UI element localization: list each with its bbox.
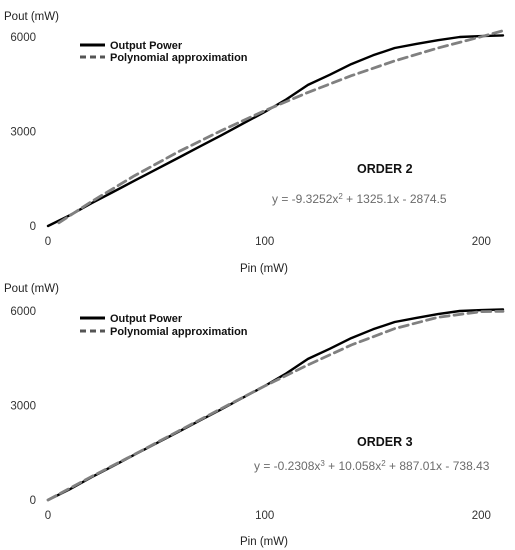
x-tick-label: 0 bbox=[45, 510, 51, 522]
y-tick-label: 6000 bbox=[10, 32, 36, 44]
order-title: ORDER 2 bbox=[357, 162, 413, 176]
y-tick-label: 6000 bbox=[10, 306, 36, 318]
regression-equation: y = -0.2308x3 + 10.058x2 + 887.01x - 738… bbox=[254, 459, 490, 474]
legend-label-polynomial: Polynomial approximation bbox=[110, 52, 248, 64]
series-line-polynomial-approximation bbox=[57, 29, 505, 225]
chart-panel-order-3: Pout (mW) Pin (mW) ORDER 3 y = -0.2308x3… bbox=[4, 283, 505, 548]
legend: Output Power Polynomial approximation bbox=[80, 40, 248, 64]
x-tick-label: 100 bbox=[255, 236, 274, 248]
x-tick-label: 200 bbox=[472, 236, 491, 248]
x-axis-label: Pin (mW) bbox=[240, 263, 288, 275]
series-line-polynomial-approximation bbox=[46, 309, 505, 502]
chart-panel-order-2: Pout (mW) Pin (mW) ORDER 2 y = -9.3252x2… bbox=[4, 11, 505, 275]
legend-label-output-power: Output Power bbox=[110, 40, 183, 52]
order-title: ORDER 3 bbox=[357, 435, 413, 449]
x-tick-label: 100 bbox=[255, 510, 274, 522]
y-tick-label: 0 bbox=[30, 221, 36, 233]
legend-label-polynomial: Polynomial approximation bbox=[110, 326, 248, 338]
y-tick-label: 3000 bbox=[10, 127, 36, 139]
y-axis-label: Pout (mW) bbox=[4, 11, 59, 23]
legend-label-output-power: Output Power bbox=[110, 313, 183, 325]
x-tick-label: 200 bbox=[472, 510, 491, 522]
y-tick-label: 0 bbox=[30, 495, 36, 507]
x-axis-label: Pin (mW) bbox=[240, 536, 288, 548]
x-tick-label: 0 bbox=[45, 236, 51, 248]
regression-equation: y = -9.3252x2 + 1325.1x - 2874.5 bbox=[272, 192, 447, 207]
y-axis-label: Pout (mW) bbox=[4, 283, 59, 295]
y-tick-label: 3000 bbox=[10, 401, 36, 413]
legend: Output Power Polynomial approximation bbox=[80, 313, 248, 338]
